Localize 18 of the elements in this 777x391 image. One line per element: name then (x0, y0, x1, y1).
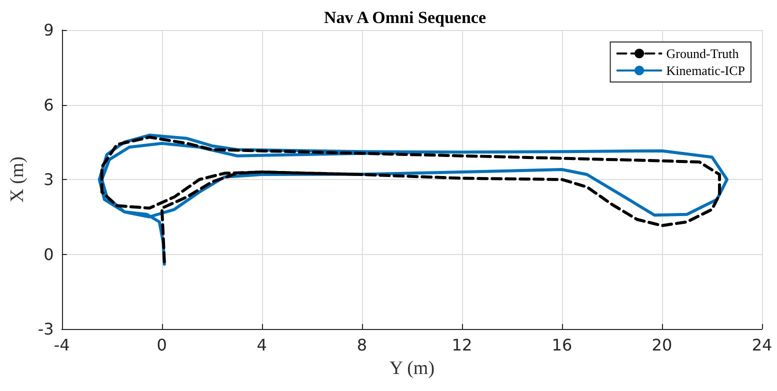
y-tick-label: 9 (44, 20, 54, 40)
x-tick-label: 0 (156, 336, 167, 354)
legend-label: Ground-Truth (666, 46, 740, 61)
x-tick-label: 20 (652, 336, 672, 354)
x-axis-title: Y (m) (389, 358, 435, 379)
legend-label: Kinematic-ICP (666, 63, 746, 78)
x-tick-label: 8 (356, 336, 368, 354)
x-tick-label: 16 (552, 336, 572, 354)
y-tick-label: 0 (44, 244, 54, 264)
x-tick-label: 24 (752, 336, 772, 354)
x-tick-label: 12 (452, 336, 472, 354)
x-tick-label: 4 (256, 336, 267, 354)
chart-title: Nav A Omni Sequence (324, 8, 486, 27)
y-axis-title: X (m) (7, 156, 28, 202)
y-tick-label: -3 (38, 320, 54, 338)
y-tick-label: 3 (44, 170, 54, 189)
x-tick-label: -4 (54, 336, 70, 354)
y-tick-label: 6 (44, 95, 54, 114)
